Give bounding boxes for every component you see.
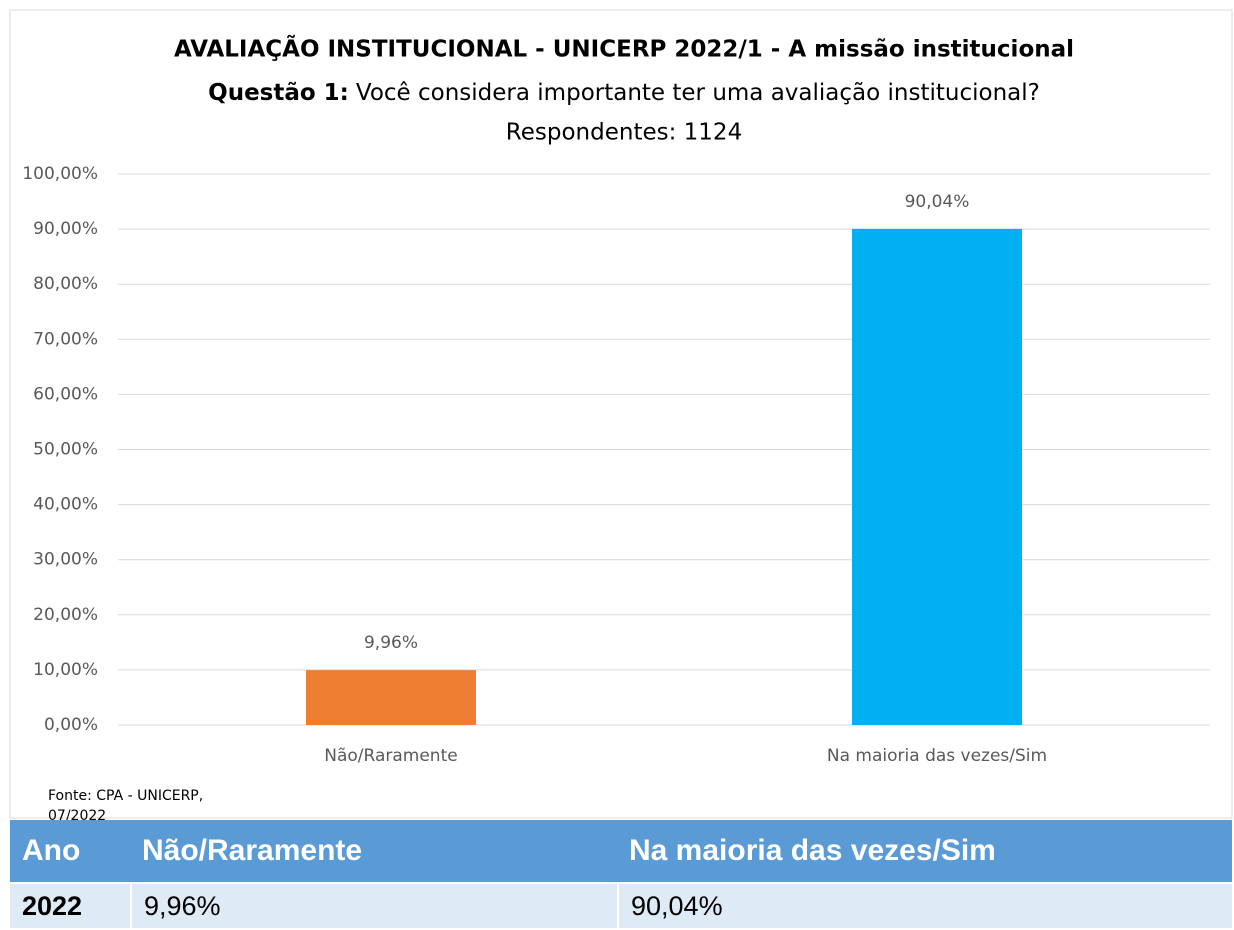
bar (306, 670, 476, 725)
header-cell: Na maioria das vezes/Sim (617, 820, 1232, 882)
value-label: 90,04% (905, 192, 970, 212)
header-cell: Ano (10, 820, 130, 882)
y-tick-label: 100,00% (22, 164, 98, 184)
table: Ano Não/Raramente Na maioria das vezes/S… (10, 820, 1232, 928)
question-label: Questão 1: (208, 80, 349, 106)
y-tick-label: 80,00% (33, 274, 98, 294)
question-text: Você considera importante ter uma avalia… (356, 80, 1040, 106)
table-cell: 90,04% (617, 882, 1232, 928)
header-cell: Não/Raramente (130, 820, 617, 882)
table-row: 2022 9,96% 90,04% (10, 882, 1232, 928)
y-tick-label: 30,00% (33, 550, 98, 570)
chart-subtitle: Questão 1: Você considera importante ter … (208, 80, 1040, 106)
y-tick-label: 20,00% (33, 605, 98, 625)
table-header: Ano Não/Raramente Na maioria das vezes/S… (10, 820, 1232, 882)
bar (852, 228, 1022, 726)
table-cell: 9,96% (130, 882, 617, 928)
y-tick-label: 50,00% (33, 440, 98, 460)
y-tick-label: 70,00% (33, 329, 98, 349)
chart-title: AVALIAÇÃO INSTITUCIONAL - UNICERP 2022/1… (174, 35, 1074, 63)
x-tick-label: Não/Raramente (324, 746, 457, 766)
table-cell: 2022 (10, 882, 130, 928)
source: Fonte: CPA - UNICERP, (48, 788, 203, 804)
y-tick-label: 90,00% (33, 219, 98, 239)
x-tick-label: Na maioria das vezes/Sim (827, 746, 1047, 766)
y-tick-label: 0,00% (44, 715, 98, 735)
chart: AVALIAÇÃO INSTITUCIONAL - UNICERP 2022/1… (9, 9, 1233, 820)
y-tick-label: 60,00% (33, 384, 98, 404)
y-tick-label: 40,00% (33, 495, 98, 515)
chart-frame (9, 9, 1233, 819)
respondents: Respondentes: 1124 (506, 120, 742, 146)
y-tick-label: 10,00% (33, 660, 98, 680)
source-date: 07/2022 (48, 808, 106, 820)
value-label: 9,96% (364, 633, 418, 653)
